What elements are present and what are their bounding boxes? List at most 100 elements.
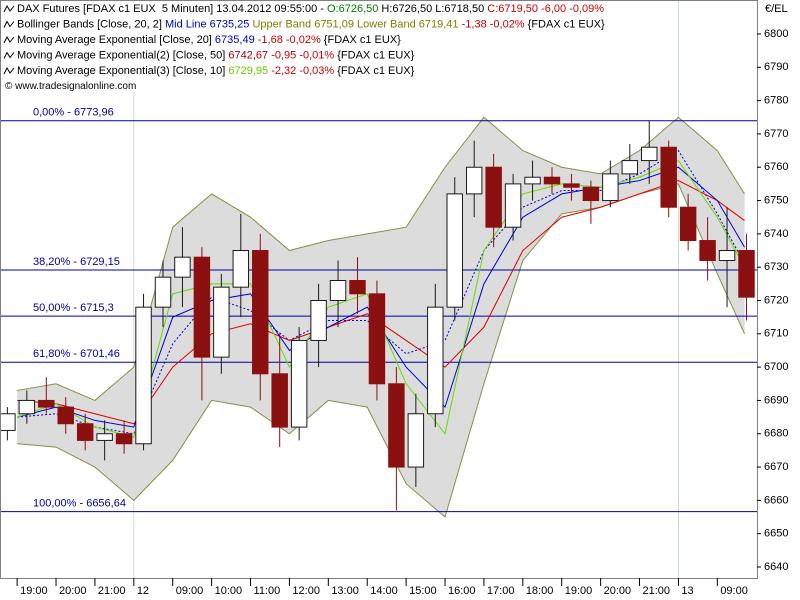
- fib-label: 100,00% - 6656,64: [33, 497, 126, 509]
- candle-body: [290, 339, 308, 428]
- y-tick-label: 6690: [764, 394, 788, 406]
- legend-text: -2,32 -0,03%: [271, 65, 337, 77]
- fib-label: 38,20% - 6729,15: [33, 256, 120, 268]
- candle-body: [621, 160, 639, 175]
- x-tick-label: 09:00: [720, 585, 748, 597]
- legend-text: C:6719,50 -6,00 -0,09%: [487, 3, 604, 15]
- candle-body: [57, 406, 74, 425]
- y-tick-label: 6700: [764, 361, 788, 373]
- legend-text: {FDAX c1 EUX}: [324, 34, 401, 46]
- y-tick-label: 6730: [764, 261, 788, 273]
- legend-text: -0,95 -0,01%: [271, 49, 337, 61]
- legend-icon: [3, 66, 15, 75]
- candle-body: [96, 433, 113, 441]
- candle-body: [388, 383, 405, 468]
- candle-body: [485, 166, 502, 228]
- x-tick-label: 12:00: [292, 585, 320, 597]
- candle-body: [154, 276, 172, 308]
- y-tick-label: 6750: [764, 194, 788, 206]
- x-tick-label: 12: [137, 585, 149, 597]
- candle-body: [368, 293, 386, 385]
- x-tick-label: 21:00: [643, 585, 671, 597]
- candle-body: [602, 173, 619, 202]
- candle-body: [504, 183, 522, 228]
- plot-area: 0,00% - 6773,96 38,20% - 6729,15 50,00% - …: [0, 0, 757, 578]
- legend-entry: Moving Average Exponential [Close, 20] 6…: [17, 34, 401, 46]
- y-tick-label: 6670: [764, 461, 788, 473]
- legend-text: DAX Futures [FDAX c1 EUX 5 Minuten] 13.0…: [17, 3, 327, 15]
- fib-label: 50,00% - 6715,3: [33, 302, 114, 314]
- legend-text: 6729,95: [228, 65, 271, 77]
- legend-icon: [3, 20, 15, 28]
- legend-text: Bollinger Bands [Close, 20, 2]: [17, 18, 165, 30]
- x-tick-label: 20:00: [59, 585, 87, 597]
- legend-entry: Moving Average Exponential(2) [Close, 50…: [17, 49, 415, 61]
- x-tick-label: 15:00: [409, 585, 437, 597]
- x-tick-label: 09:00: [176, 585, 204, 597]
- y-tick-label: 6680: [764, 428, 788, 440]
- legend-text: Moving Average Exponential(3) [Close, 10…: [17, 65, 228, 77]
- legend-text: 6742,67: [228, 49, 271, 61]
- legend-entry: DAX Futures [FDAX c1 EUX 5 Minuten] 13.0…: [17, 3, 604, 15]
- candle-body: [446, 193, 463, 308]
- y-tick-label: 6720: [764, 294, 788, 306]
- candle-body: [310, 299, 327, 341]
- legend-text: H:6726,50 L:6718,50: [378, 3, 487, 15]
- legend-icon: [3, 4, 15, 13]
- plot-border: [0, 0, 758, 579]
- candle-body: [660, 146, 677, 208]
- candle-body: [115, 433, 133, 445]
- x-tick-label: 13: [681, 585, 693, 597]
- legend-text: Moving Average Exponential(2) [Close, 50…: [17, 49, 228, 61]
- candle-body: [271, 373, 288, 428]
- candle-body: [213, 286, 230, 358]
- x-tick-label: 16:00: [448, 585, 476, 597]
- y-tick-label: 6760: [764, 161, 788, 173]
- y-tick-label: 6800: [764, 28, 788, 40]
- candle-body: [135, 306, 152, 445]
- legend-icon: [3, 51, 15, 59]
- x-tick-label: 19:00: [20, 585, 48, 597]
- candle-body: [582, 186, 600, 202]
- candle-body: [38, 399, 55, 408]
- legend-entry: Moving Average Exponential(3) [Close, 10…: [17, 65, 415, 77]
- y-tick-label: 6710: [764, 328, 788, 340]
- legend-text: O:6726,50: [327, 3, 378, 15]
- y-tick-label: 6770: [764, 128, 788, 140]
- y-tick-label: 6660: [764, 494, 788, 506]
- x-tick-label: 21:00: [98, 585, 126, 597]
- legend-text: {FDAX c1 EUX}: [528, 18, 605, 30]
- legend-text: Moving Average Exponential [Close, 20]: [17, 34, 215, 46]
- candle-body: [407, 413, 425, 468]
- legend-text: {FDAX c1 EUX}: [337, 65, 414, 77]
- candle-body: [349, 280, 366, 295]
- y-tick-label: 6780: [764, 95, 788, 107]
- unit-label: €/EL: [765, 3, 788, 15]
- legend-text: Mid Line 6735,25: [165, 18, 252, 30]
- legend-text: -1,68 -0,02%: [258, 34, 324, 46]
- legend-text: 6735,49: [215, 34, 258, 46]
- candle-body: [563, 183, 580, 188]
- candle-body: [699, 240, 716, 262]
- candle-body: [543, 176, 561, 185]
- legend-text: {FDAX c1 EUX}: [337, 49, 414, 61]
- y-tick-label: 6650: [764, 528, 788, 540]
- candle-body: [174, 256, 191, 278]
- x-tick-label: 14:00: [370, 585, 398, 597]
- x-tick-label: 13:00: [331, 585, 359, 597]
- candle-body: [193, 256, 211, 358]
- candle-body: [738, 250, 755, 298]
- candle-body: [232, 250, 250, 288]
- legend-text: -1,38 -0,02%: [462, 18, 528, 30]
- candle-body: [252, 250, 269, 375]
- candle-body: [0, 413, 16, 431]
- candle-body: [76, 423, 94, 441]
- y-tick-label: 6790: [764, 61, 788, 73]
- x-tick-label: 20:00: [604, 585, 632, 597]
- x-tick-label: 18:00: [526, 585, 554, 597]
- candle-body: [679, 206, 697, 242]
- candle-body: [524, 176, 541, 185]
- legend-icon: [3, 35, 15, 44]
- x-tick-label: 19:00: [565, 585, 593, 597]
